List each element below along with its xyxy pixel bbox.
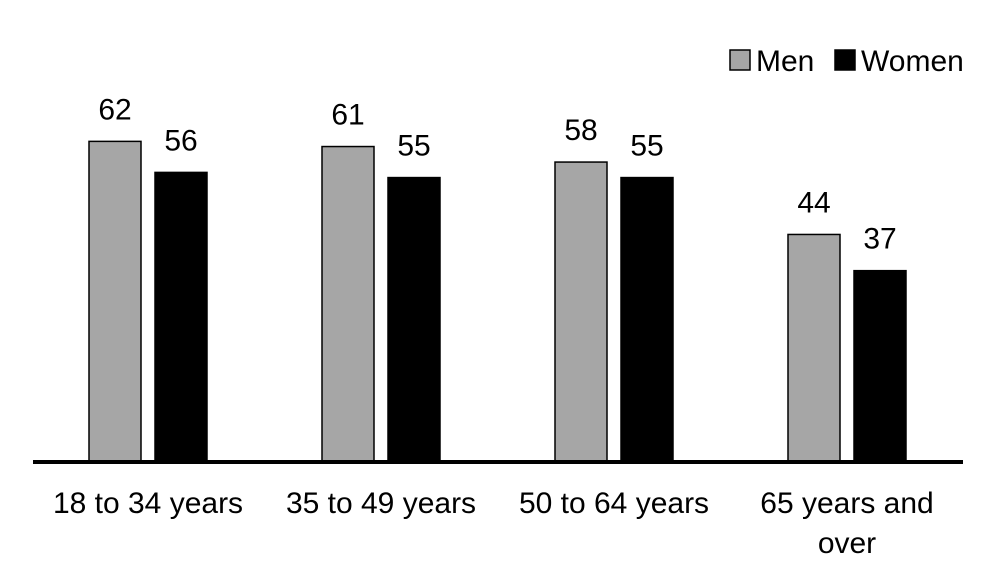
value-label-men-3: 58 <box>564 114 597 147</box>
bar-men-3 <box>554 161 608 463</box>
value-labels-layer: 62 61 58 44 56 55 55 37 <box>98 93 896 255</box>
x-tick-label-1: 18 to 34 years <box>53 487 243 520</box>
bar-men-4 <box>787 233 841 463</box>
bars-layer <box>88 140 907 463</box>
x-tick-labels-layer: 18 to 34 years 35 to 49 years 50 to 64 yea… <box>53 487 934 560</box>
value-label-men-2: 61 <box>331 99 364 132</box>
value-label-women-1: 56 <box>164 124 197 157</box>
legend: Men Women <box>729 45 964 78</box>
value-label-women-4: 37 <box>863 223 896 256</box>
x-tick-label-2: 35 to 49 years <box>286 487 476 520</box>
legend-swatch-women <box>834 49 856 71</box>
legend-label-men: Men <box>756 45 814 78</box>
x-tick-label-3: 50 to 64 years <box>519 487 709 520</box>
bar-men-2 <box>321 145 375 463</box>
legend-label-women: Women <box>861 45 964 78</box>
x-tick-label-4-line-1: 65 years and <box>760 487 933 520</box>
x-tick-label-4-line-2: over <box>818 527 876 560</box>
bar-men-1 <box>88 140 142 463</box>
value-label-women-2: 55 <box>397 130 430 163</box>
bar-women-3 <box>620 176 674 463</box>
value-label-men-4: 44 <box>797 186 830 219</box>
bar-women-2 <box>387 176 441 463</box>
bar-women-1 <box>154 171 208 463</box>
value-label-women-3: 55 <box>630 130 663 163</box>
value-label-men-1: 62 <box>98 93 131 126</box>
legend-swatch-men <box>729 49 751 71</box>
bar-women-4 <box>853 269 907 463</box>
